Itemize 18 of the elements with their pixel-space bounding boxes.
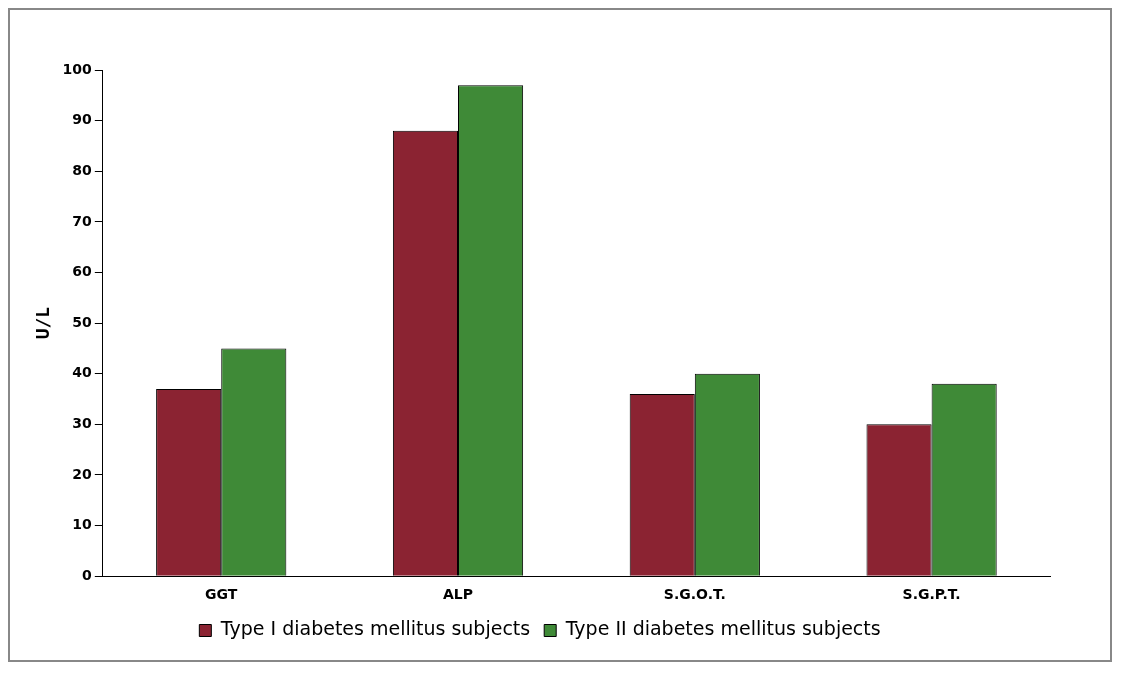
- y-tick-label: 0: [82, 566, 93, 583]
- y-tick-label: 50: [72, 313, 93, 330]
- x-tick-label: ALP: [443, 586, 474, 603]
- y-tick-label: 90: [72, 111, 93, 128]
- y-tick-label: 100: [62, 60, 93, 77]
- y-tick-label: 80: [72, 161, 93, 178]
- y-axis-title: U/L: [32, 306, 54, 340]
- y-tick-label: 40: [72, 364, 93, 381]
- y-tick-label: 60: [72, 263, 93, 280]
- x-tick-label: S.G.O.T.: [663, 586, 726, 603]
- legend-label: Type II diabetes mellitus subjects: [564, 617, 881, 640]
- legend-label: Type I diabetes mellitus subjects: [219, 617, 531, 640]
- x-tick-label: GGT: [205, 586, 238, 603]
- x-tick-label: S.G.P.T.: [902, 586, 961, 603]
- y-tick-label: 30: [72, 414, 93, 431]
- y-tick-label: 70: [72, 212, 93, 229]
- y-tick-label: 10: [72, 516, 93, 533]
- y-tick-label: 20: [72, 465, 93, 482]
